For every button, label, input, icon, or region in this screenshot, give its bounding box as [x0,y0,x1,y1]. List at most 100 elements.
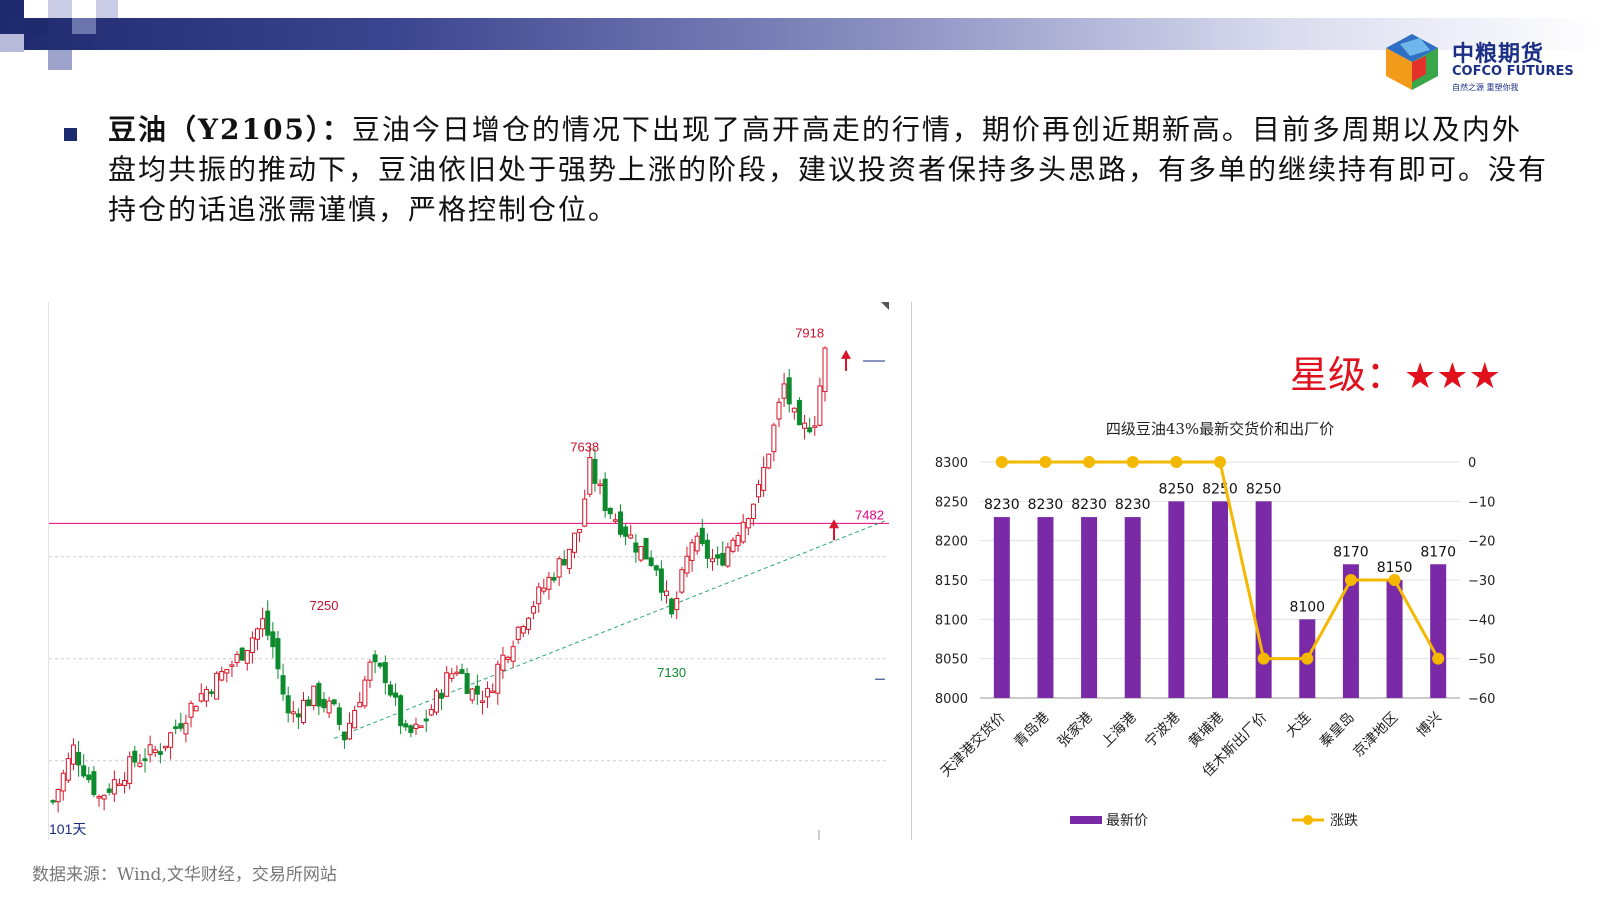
candle-body [382,662,388,684]
bar-data-label: 8250 [1246,481,1282,497]
candle-body [664,590,670,596]
candle-body [479,700,485,703]
x-axis-category: 宁波港 [1141,709,1183,751]
candle-body [587,457,593,495]
candle-body [229,664,235,667]
candle-body [515,626,521,640]
candle-body [239,647,245,661]
candle-body [490,690,496,694]
annotation-support-value: 7482 [855,507,884,522]
candle-body [352,710,358,729]
candle-body [193,705,199,712]
candle-body [444,672,450,697]
candle-body [653,565,659,571]
candle-body [208,691,214,694]
candle-body [822,347,828,393]
x-axis-category: 京津地区 [1350,710,1401,761]
candle-body [132,750,138,763]
candle-body [495,663,501,694]
bar-data-label: 8230 [1028,497,1064,513]
candle-body [500,654,506,671]
candle-body [674,598,680,611]
candle-body [249,637,255,654]
candle-body [791,407,797,413]
candle-body [122,780,128,786]
change-point [1432,652,1445,665]
bar-data-label: 8230 [984,497,1020,513]
candle-body [198,693,204,702]
header-decor-square [24,18,48,34]
candle-body [214,672,220,700]
y-axis-left-tick: 8300 [935,456,968,471]
candle-body [377,662,383,667]
candle-body [525,617,531,630]
candle-body [689,542,695,561]
change-point [1170,456,1183,468]
candle-body [577,528,583,533]
x-axis-category: 大连 [1283,710,1314,741]
candle-body [715,554,721,559]
candle-body [439,692,445,699]
candle-body [602,478,608,511]
candle-body [541,587,547,592]
x-axis-category: 秦皇岛 [1317,710,1358,751]
candle-body [520,626,526,634]
x-axis-category: 天津港交货价 [937,709,1008,780]
candle-body [173,726,179,729]
bar [1124,517,1141,698]
y-axis-right-tick: −40 [1468,613,1495,628]
bar-data-label: 8230 [1115,497,1151,513]
candle-body [341,731,347,741]
candle-body [306,699,312,707]
candle-body [485,687,491,698]
candle-body [403,723,409,728]
bullet-square [64,128,77,141]
change-point [1039,456,1052,468]
candle-body [551,576,557,581]
change-point [1344,574,1357,586]
candle-body [454,671,460,675]
candlestick-chart: 7918 7638 7250 7130 7482 101天 [49,302,889,840]
candle-body [162,745,168,749]
candle-body [91,771,97,795]
y-axis-left-tick: 8150 [935,574,968,589]
candle-body [321,698,327,709]
candle-body [70,744,76,765]
candle-body [597,483,603,487]
candle-body [474,685,480,695]
bar-data-label: 8250 [1202,481,1238,497]
candle-body [255,628,261,640]
candle-body [357,701,363,708]
candle-body [234,653,240,664]
candle-body [116,783,122,786]
header-decor-square [0,34,24,52]
candle-body [817,385,823,426]
candle-body [679,569,685,593]
header-decor-square [0,0,24,18]
candle-body [387,684,393,696]
candle-body [413,723,419,729]
candle-body [336,707,342,725]
candle-body [178,723,184,729]
candle-body [331,699,337,705]
candle-body [776,401,782,420]
y-axis-right-tick: −10 [1468,495,1495,510]
candle-body [612,519,618,522]
annotation-high-early: 7250 [310,598,339,613]
x-axis-category: 博兴 [1413,709,1445,741]
candle-body [710,558,716,563]
y-axis-right-tick: −60 [1468,692,1495,707]
y-axis-left-tick: 8100 [935,613,968,628]
candle-body [617,511,623,535]
candle-body [55,788,61,803]
candle-body [459,669,465,674]
candle-body [694,535,700,552]
corner-marker [881,302,889,310]
candle-body [183,722,189,735]
candle-body [408,725,414,733]
candle-body [669,598,675,615]
candle-body [638,546,644,561]
candle-body [761,467,767,491]
candle-body [561,558,567,566]
candle-body [224,668,230,674]
